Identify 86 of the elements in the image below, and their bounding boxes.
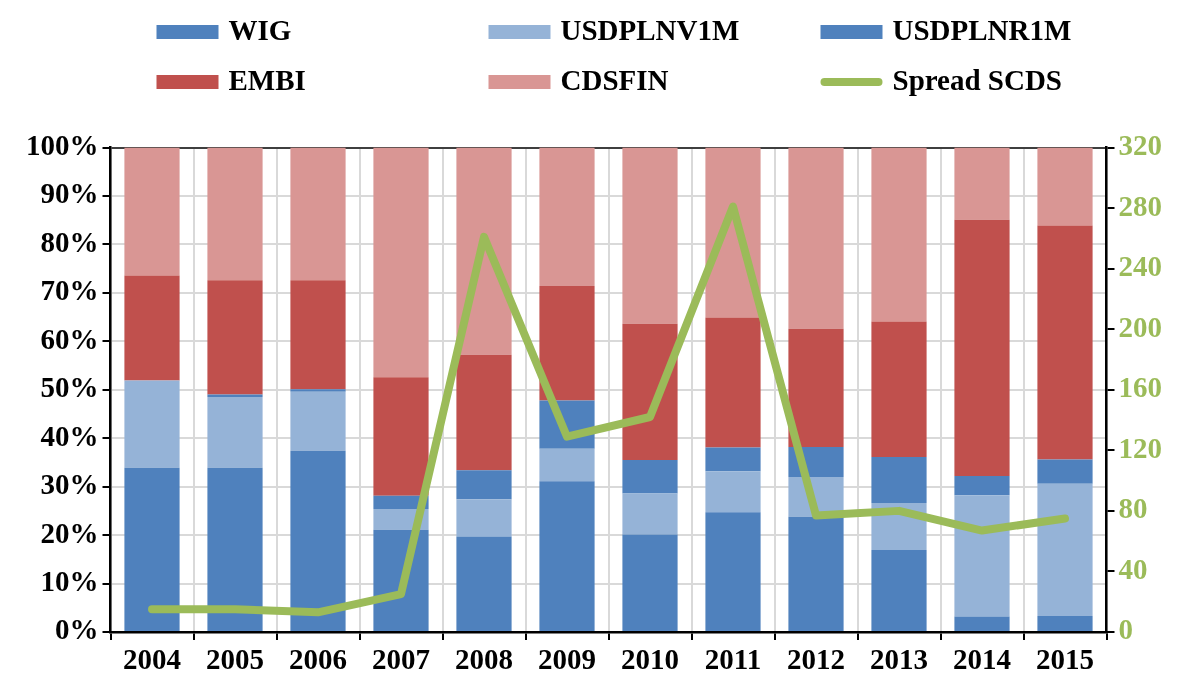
bar [871,321,927,458]
y-tick-label: 100% [26,128,99,161]
legend-label: USDPLNV1M [560,14,740,47]
bar [456,354,512,471]
legend-label: CDSFIN [560,64,669,97]
bar [1037,483,1093,617]
x-tick-label: 2015 [1036,642,1094,675]
bar [705,471,761,513]
x-tick-label: 2014 [953,642,1011,675]
bar [290,147,346,281]
y2-tick-label: 120 [1118,431,1162,464]
y-tick-label: 10% [40,565,99,598]
y-tick-label: 20% [40,516,99,549]
x-tick-label: 2013 [870,642,928,675]
bar [456,536,512,631]
bar [788,147,844,329]
bar [290,391,346,451]
y2-tick-label: 200 [1118,310,1162,343]
y-tick-label: 60% [40,322,99,355]
bar [207,397,263,468]
bar [1037,225,1093,460]
bar [373,377,429,496]
bar [207,280,263,395]
bar [788,516,844,631]
bar [539,147,595,287]
x-tick-label: 2012 [787,642,845,675]
bar [539,481,595,631]
bar [290,280,346,390]
bar [290,450,346,631]
bar [871,147,927,322]
bar [539,448,595,482]
bar [373,147,429,378]
bar [622,460,678,494]
x-tick-label: 2005 [206,642,264,675]
bar [1037,459,1093,484]
y-tick-label: 30% [40,468,99,501]
bar [124,275,180,381]
x-tick-label: 2004 [123,642,181,675]
bar [290,389,346,392]
y-tick-label: 90% [40,177,99,210]
bar [788,328,844,447]
y2-tick-label: 80 [1118,492,1148,525]
y-tick-label: 0% [55,613,99,646]
y-tick-label: 70% [40,274,99,307]
bar [456,499,512,537]
y2-tick-label: 40 [1118,552,1148,585]
y-tick-label: 40% [40,419,99,452]
bar [124,147,180,276]
bar [456,470,512,500]
legend-label: EMBI [228,64,306,97]
legend-label: Spread SCDS [892,64,1062,97]
bar [954,616,1010,631]
bar [705,447,761,472]
bar [954,219,1010,476]
x-tick-label: 2009 [538,642,596,675]
y2-tick-label: 320 [1118,128,1162,161]
bar [1037,147,1093,226]
x-tick-label: 2007 [372,642,430,675]
legend-label: WIG [228,14,292,47]
bar [705,317,761,448]
bar [207,467,263,631]
bar [954,147,1010,220]
y2-tick-label: 0 [1118,613,1133,646]
bar [622,147,678,324]
bar [871,550,927,631]
legend-label: USDPLNR1M [892,14,1072,47]
x-tick-label: 2011 [704,642,762,675]
bar [124,380,180,468]
y2-tick-label: 280 [1118,189,1162,222]
x-tick-label: 2010 [621,642,679,675]
bar [622,493,678,535]
bar [954,495,1010,617]
bar [124,467,180,631]
y2-tick-label: 240 [1118,250,1162,283]
y-tick-label: 50% [40,371,99,404]
bar [954,475,1010,496]
bar [539,286,595,401]
y-tick-label: 80% [40,225,99,258]
bar [871,457,927,504]
bar [705,512,761,631]
bar [1037,616,1093,631]
x-tick-label: 2006 [289,642,347,675]
x-tick-label: 2008 [455,642,513,675]
bar [622,534,678,631]
y2-tick-label: 160 [1118,371,1162,404]
bar [207,147,263,281]
